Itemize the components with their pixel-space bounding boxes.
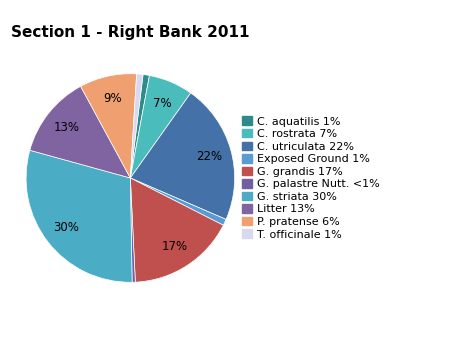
Wedge shape <box>130 93 235 219</box>
Wedge shape <box>26 150 132 282</box>
Legend: C. aquatilis 1%, C. rostrata 7%, C. utriculata 22%, Exposed Ground 1%, G. grandi: C. aquatilis 1%, C. rostrata 7%, C. utri… <box>240 114 382 242</box>
Wedge shape <box>30 86 130 178</box>
Text: 22%: 22% <box>196 150 222 163</box>
Wedge shape <box>130 74 149 178</box>
Title: Section 1 - Right Bank 2011: Section 1 - Right Bank 2011 <box>11 25 250 40</box>
Text: 9%: 9% <box>103 92 122 105</box>
Text: 17%: 17% <box>162 240 188 253</box>
Wedge shape <box>130 74 143 178</box>
Text: 13%: 13% <box>54 121 80 134</box>
Wedge shape <box>81 74 137 178</box>
Wedge shape <box>130 178 223 282</box>
Text: 7%: 7% <box>153 96 172 110</box>
Wedge shape <box>130 178 136 282</box>
Text: 30%: 30% <box>53 221 79 234</box>
Wedge shape <box>130 178 226 225</box>
Wedge shape <box>130 75 191 178</box>
